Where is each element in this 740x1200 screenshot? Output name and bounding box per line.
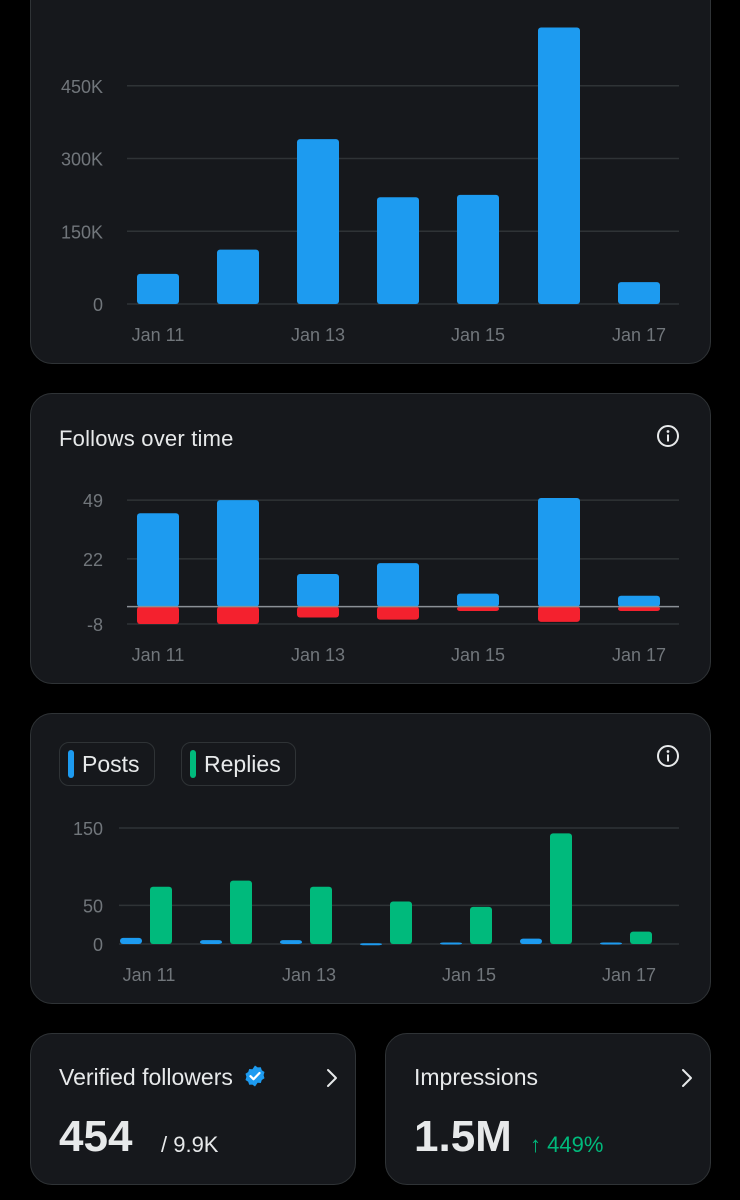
impressions-trend: ↑ 449% bbox=[530, 1132, 604, 1157]
y-tick-label: 22 bbox=[83, 550, 103, 570]
impressions-bar bbox=[618, 282, 660, 304]
impressions-title: Impressions bbox=[414, 1064, 538, 1090]
x-tick-label: Jan 11 bbox=[132, 325, 185, 345]
follows-bar bbox=[297, 574, 339, 607]
impressions-bar bbox=[538, 27, 580, 305]
follows-bar bbox=[538, 498, 580, 607]
legend-replies[interactable]: Replies bbox=[181, 742, 296, 786]
unfollows-bar bbox=[457, 606, 499, 611]
y-tick-label: 50 bbox=[83, 896, 103, 916]
replies-bar bbox=[630, 931, 652, 944]
legend-replies-label: Replies bbox=[204, 750, 281, 777]
impressions-bar bbox=[217, 249, 259, 304]
replies-bar bbox=[230, 880, 252, 944]
replies-bar bbox=[550, 833, 572, 944]
posts-replies-bar-chart: 0 50 150 Jan 11 Jan 13 Jan 15 Jan 17 bbox=[73, 819, 679, 985]
legend-posts-label: Posts bbox=[82, 750, 140, 777]
impressions-bar-chart: 0 150K 300K 450K Jan 11 Jan 13 Jan 15 Jan 17 bbox=[61, 27, 679, 345]
info-icon[interactable] bbox=[656, 744, 680, 768]
follows-bar bbox=[457, 593, 499, 607]
x-tick-label: Jan 13 bbox=[282, 965, 336, 985]
total-followers-count: / 9.9K bbox=[161, 1132, 219, 1157]
info-icon[interactable] bbox=[656, 424, 680, 448]
x-tick-label: Jan 17 bbox=[612, 645, 666, 665]
chevron-right-icon[interactable] bbox=[325, 1066, 339, 1090]
posts-bar bbox=[360, 943, 382, 946]
y-tick-label: 450K bbox=[61, 77, 103, 97]
verified-badge-icon bbox=[245, 1065, 265, 1087]
unfollows-bar bbox=[297, 606, 339, 618]
legend-posts[interactable]: Posts bbox=[59, 742, 155, 786]
verified-followers-title: Verified followers bbox=[59, 1064, 267, 1091]
y-tick-label: 150 bbox=[73, 819, 103, 839]
impressions-stat-card[interactable]: Impressions 1.5M ↑ 449% bbox=[385, 1033, 711, 1185]
posts-bar bbox=[600, 942, 622, 945]
follows-bar-chart: -8 22 49 Jan 11 Jan 13 Jan 15 Jan 17 bbox=[83, 491, 679, 665]
follows-bar bbox=[618, 595, 660, 607]
follows-over-time-card: Follows over time -8 22 49 Jan 11 Jan 13 Jan … bbox=[30, 393, 711, 684]
follows-bar bbox=[137, 513, 179, 607]
y-tick-label: 49 bbox=[83, 491, 103, 511]
posts-bar bbox=[280, 940, 302, 944]
replies-bar bbox=[470, 906, 492, 944]
x-tick-label: Jan 11 bbox=[123, 965, 176, 985]
impressions-bar bbox=[137, 273, 179, 304]
x-tick-label: Jan 17 bbox=[612, 325, 666, 345]
x-tick-label: Jan 13 bbox=[291, 645, 345, 665]
follows-card-title: Follows over time bbox=[59, 426, 234, 451]
y-tick-label: 0 bbox=[93, 295, 103, 315]
posts-replies-card: Posts Replies 0 50 150 Jan 11 Jan 13 Jan 15 Ja… bbox=[30, 713, 711, 1004]
impressions-bar bbox=[457, 194, 499, 304]
y-tick-label: 300K bbox=[61, 150, 103, 170]
unfollows-bar bbox=[618, 606, 660, 611]
replies-bar bbox=[150, 886, 172, 944]
verified-followers-card[interactable]: Verified followers 454 / 9.9K bbox=[30, 1033, 356, 1185]
unfollows-bar bbox=[377, 606, 419, 620]
impressions-value: 1.5M bbox=[414, 1112, 512, 1161]
replies-bar bbox=[310, 886, 332, 944]
unfollows-bar bbox=[538, 606, 580, 622]
unfollows-bar bbox=[217, 606, 259, 624]
posts-bar bbox=[440, 942, 462, 945]
posts-color-swatch bbox=[68, 750, 74, 778]
verified-followers-label: Verified followers bbox=[59, 1064, 233, 1090]
y-tick-label: 150K bbox=[61, 222, 103, 242]
follows-bar bbox=[377, 563, 419, 607]
impressions-bar bbox=[377, 197, 419, 304]
posts-bar bbox=[200, 940, 222, 944]
posts-bar bbox=[120, 937, 142, 944]
impressions-chart-card: 0 150K 300K 450K Jan 11 Jan 13 Jan 15 Jan 17 bbox=[30, 0, 711, 364]
x-tick-label: Jan 17 bbox=[602, 965, 656, 985]
x-tick-label: Jan 15 bbox=[442, 965, 496, 985]
chevron-right-icon[interactable] bbox=[680, 1066, 694, 1090]
impressions-bar bbox=[297, 139, 339, 304]
y-tick-label: 0 bbox=[93, 935, 103, 955]
posts-bar bbox=[520, 938, 542, 944]
x-tick-label: Jan 13 bbox=[291, 325, 345, 345]
replies-bar bbox=[390, 901, 412, 944]
x-tick-label: Jan 15 bbox=[451, 645, 505, 665]
y-tick-label: -8 bbox=[87, 615, 103, 635]
x-tick-label: Jan 15 bbox=[451, 325, 505, 345]
x-tick-label: Jan 11 bbox=[132, 645, 185, 665]
follows-bar bbox=[217, 500, 259, 607]
unfollows-bar bbox=[137, 606, 179, 624]
replies-color-swatch bbox=[190, 750, 196, 778]
verified-followers-count: 454 bbox=[59, 1112, 133, 1161]
